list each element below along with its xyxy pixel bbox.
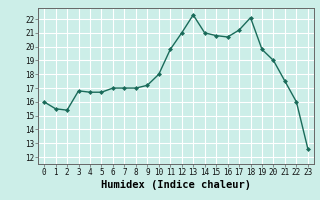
X-axis label: Humidex (Indice chaleur): Humidex (Indice chaleur) — [101, 180, 251, 190]
